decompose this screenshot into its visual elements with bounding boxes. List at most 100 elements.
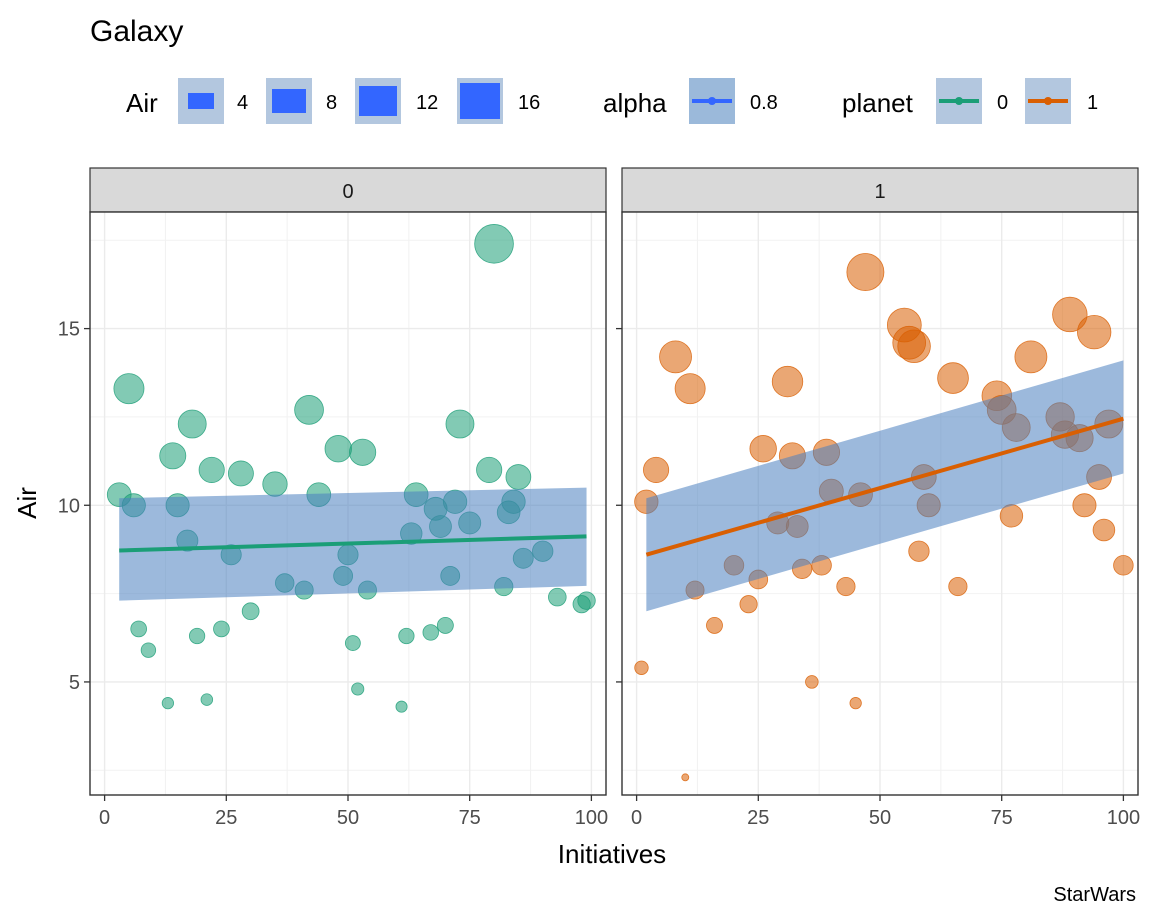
data-point bbox=[1072, 493, 1097, 518]
data-point bbox=[188, 627, 206, 645]
data-point bbox=[805, 675, 819, 689]
legend-size-box-8 bbox=[272, 89, 306, 113]
data-point bbox=[476, 456, 503, 483]
x-tick-label: 75 bbox=[991, 807, 1013, 829]
data-point bbox=[505, 464, 532, 490]
data-point bbox=[548, 587, 567, 607]
y-ticks-0: 5 10 15 bbox=[58, 319, 90, 694]
data-point bbox=[577, 591, 596, 610]
legend: Air 4 8 12 16 alpha 0.8 planet 0 1 bbox=[126, 78, 1098, 124]
data-point bbox=[948, 576, 968, 597]
data-point bbox=[897, 329, 931, 363]
x-tick-label: 75 bbox=[459, 807, 481, 829]
data-point bbox=[294, 395, 324, 425]
legend-planet-title: planet bbox=[842, 88, 914, 118]
x-tick-label: 25 bbox=[215, 807, 237, 829]
data-point bbox=[634, 660, 649, 675]
x-tick-label: 50 bbox=[869, 807, 891, 829]
data-point bbox=[659, 340, 692, 374]
y-tick-label: 5 bbox=[69, 672, 80, 694]
data-point bbox=[113, 373, 145, 405]
data-point bbox=[177, 409, 207, 439]
chart-title: Galaxy bbox=[90, 15, 183, 48]
y-tick-label: 10 bbox=[58, 495, 80, 517]
data-point bbox=[1077, 314, 1112, 350]
data-point bbox=[1014, 340, 1048, 374]
strip-label-1: 1 bbox=[874, 181, 885, 203]
data-point bbox=[241, 602, 260, 621]
legend-alpha-label: 0.8 bbox=[750, 92, 778, 114]
data-point bbox=[706, 616, 723, 634]
data-point bbox=[1092, 518, 1116, 542]
data-point bbox=[227, 460, 254, 487]
data-point bbox=[474, 224, 514, 264]
data-point bbox=[681, 773, 690, 782]
x-tick-label: 0 bbox=[631, 807, 642, 829]
data-point bbox=[349, 438, 377, 466]
legend-size-label-4: 4 bbox=[237, 92, 248, 114]
legend-size-label-8: 8 bbox=[326, 92, 337, 114]
x-tick-label: 0 bbox=[99, 807, 110, 829]
data-point bbox=[643, 456, 670, 483]
x-tick-label: 50 bbox=[337, 807, 359, 829]
legend-size-box-16 bbox=[460, 83, 500, 119]
legend-size-label-12: 12 bbox=[416, 92, 438, 114]
trend-line-1 bbox=[645, 416, 1124, 557]
data-point bbox=[436, 616, 454, 634]
data-point bbox=[351, 682, 365, 696]
legend-planet-dot-0 bbox=[955, 97, 963, 105]
legend-size-box-4 bbox=[188, 93, 214, 109]
strip-1 bbox=[621, 167, 1139, 213]
legend-size-title: Air bbox=[126, 88, 158, 118]
data-point bbox=[140, 642, 157, 658]
data-point bbox=[739, 595, 758, 614]
data-point bbox=[422, 624, 439, 641]
data-point bbox=[836, 576, 856, 597]
data-point bbox=[198, 456, 225, 483]
panel-0: 0 0 25 50 75 100 5 10 15 bbox=[58, 167, 608, 829]
x-tick-label: 100 bbox=[1107, 807, 1140, 829]
x-ticks-1: 0 25 50 75 100 bbox=[631, 795, 1140, 829]
data-point bbox=[324, 435, 352, 463]
trend-line-0 bbox=[119, 534, 587, 553]
legend-alpha-title: alpha bbox=[603, 88, 667, 118]
data-point bbox=[771, 365, 804, 398]
data-point bbox=[398, 627, 415, 645]
legend-planet-label-0: 0 bbox=[997, 92, 1008, 114]
legend-planet-label-1: 1 bbox=[1087, 92, 1098, 114]
legend-size-label-16: 16 bbox=[518, 92, 540, 114]
data-point bbox=[937, 362, 969, 394]
strip-label-0: 0 bbox=[342, 181, 353, 203]
data-point bbox=[1052, 296, 1088, 333]
legend-size-box-12 bbox=[359, 86, 397, 116]
data-point bbox=[749, 435, 777, 463]
strip-0 bbox=[89, 167, 607, 213]
y-tick-label: 15 bbox=[58, 319, 80, 341]
x-ticks-0: 0 25 50 75 100 bbox=[99, 795, 608, 829]
data-point bbox=[262, 471, 288, 497]
y-ticks-1 bbox=[616, 327, 622, 683]
data-point bbox=[445, 409, 475, 439]
data-point bbox=[213, 620, 230, 638]
legend-planet-dot-1 bbox=[1044, 97, 1052, 105]
data-point bbox=[395, 700, 408, 713]
x-axis-label: Initiatives bbox=[558, 839, 666, 869]
x-tick-label: 100 bbox=[575, 807, 608, 829]
data-point bbox=[161, 697, 175, 710]
x-tick-label: 25 bbox=[747, 807, 769, 829]
data-point bbox=[159, 442, 187, 470]
panel-1: 1 0 25 50 75 100 bbox=[616, 167, 1140, 829]
data-point bbox=[344, 635, 361, 651]
data-point bbox=[200, 693, 214, 706]
data-point bbox=[130, 620, 148, 638]
data-point bbox=[849, 697, 862, 710]
data-point bbox=[908, 540, 930, 562]
y-axis-label: Air bbox=[12, 487, 42, 519]
data-point bbox=[1113, 555, 1134, 576]
caption: StarWars bbox=[1053, 884, 1136, 906]
data-point bbox=[674, 373, 706, 405]
data-point bbox=[846, 253, 885, 291]
legend-alpha-dot bbox=[708, 97, 716, 105]
